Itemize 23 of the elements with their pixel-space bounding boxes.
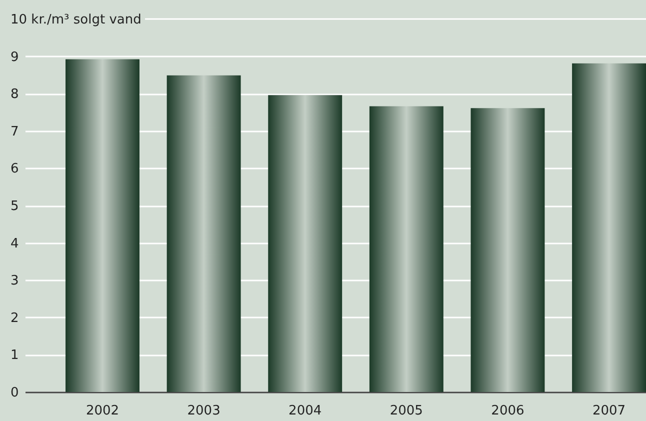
bar [166, 75, 241, 392]
bar [572, 63, 646, 392]
y-tick-label: 4 [10, 236, 19, 252]
bar [369, 106, 444, 392]
x-tick-label: 2003 [187, 404, 220, 418]
bar [268, 95, 342, 392]
y-tick-label: 10 kr./m³ solgt vand [10, 12, 142, 28]
y-tick-label: 5 [10, 199, 19, 214]
y-tick-label: 2 [10, 310, 19, 326]
x-tick-label: 2006 [491, 404, 524, 418]
bar [470, 108, 545, 392]
x-tick-label: 2002 [86, 404, 120, 418]
x-tick-label: 2005 [390, 404, 423, 418]
x-tick-label: 2004 [288, 404, 322, 418]
y-tick-label: 9 [10, 50, 19, 65]
y-tick-label: 3 [10, 274, 19, 289]
y-tick-label: 6 [10, 162, 19, 177]
y-tick-label: 0 [10, 386, 19, 400]
x-tick-label: 2007 [592, 404, 626, 418]
y-tick-label: 8 [10, 87, 19, 102]
bar [66, 59, 140, 392]
y-tick-label: 1 [10, 348, 19, 364]
y-tick-label: 7 [10, 124, 19, 140]
